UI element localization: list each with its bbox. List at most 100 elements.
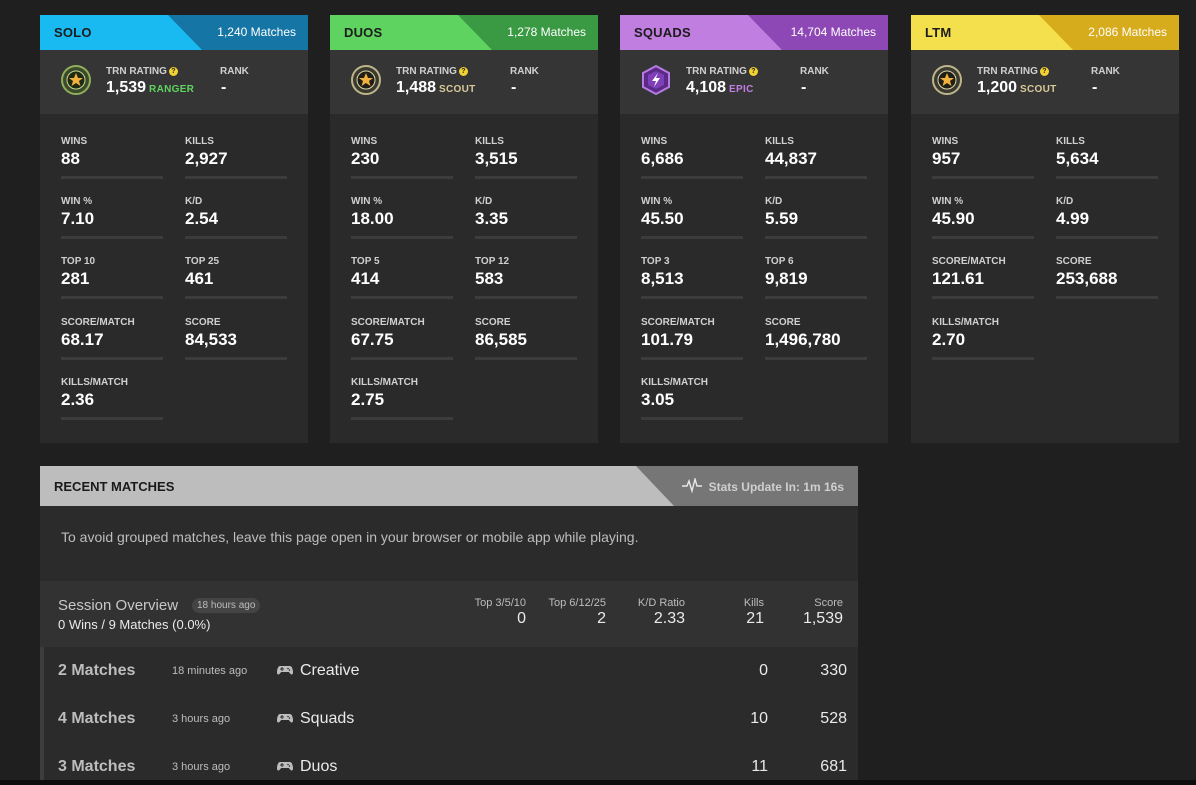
stat-score-match: SCORE/MATCH 67.75 — [351, 317, 453, 360]
stat-kills: KILLS 2,927 — [185, 136, 287, 179]
stat-value: 44,837 — [765, 149, 817, 168]
session-overview[interactable]: Session Overview 18 hours ago 0 Wins / 9… — [40, 581, 858, 647]
match-count: 2 Matches — [58, 662, 136, 679]
col-value: 1,539 — [802, 610, 843, 627]
session-col-kills: Kills 21 — [744, 597, 764, 628]
stat-top-a: TOP 3 8,513 — [641, 256, 743, 299]
session-summary: 0 Wins / 9 Matches (0.0%) — [58, 617, 211, 632]
stat-value: 1,496,780 — [765, 330, 841, 349]
match-row[interactable]: 3 Matches 3 hours ago Duos 11 681 — [40, 743, 858, 785]
stat-kills-match: KILLS/MATCH 2.70 — [932, 317, 1034, 360]
stat-label: K/D — [1056, 196, 1074, 207]
scout-badge-icon — [932, 65, 962, 95]
card-header: SQUADS 14,704 Matches — [620, 15, 888, 50]
rating-label: TRN RATING? — [686, 66, 758, 77]
stat-label: SCORE — [765, 317, 801, 328]
match-row[interactable]: 2 Matches 18 minutes ago Creative 0 330 — [40, 647, 858, 695]
gamepad-icon — [277, 762, 293, 771]
match-time: 3 hours ago — [172, 713, 231, 725]
scout-badge-icon — [351, 65, 381, 95]
session-title: Session Overview — [58, 597, 179, 614]
stat-label: WINS — [932, 136, 959, 147]
stat-label: WINS — [641, 136, 668, 147]
stat-value: 5.59 — [765, 209, 799, 228]
stat-label: K/D — [765, 196, 783, 207]
stat-label: TOP 3 — [641, 256, 670, 267]
stat-label: SCORE — [185, 317, 221, 328]
stat-label: K/D — [475, 196, 493, 207]
rating-value: 1,200 SCOUT — [977, 79, 1057, 96]
stat-label: SCORE — [1056, 256, 1092, 267]
stat-wins: WINS 6,686 — [641, 136, 743, 179]
bottom-edge — [0, 780, 1196, 785]
stat-kills: KILLS 44,837 — [765, 136, 867, 179]
stat-value: 2.75 — [351, 390, 385, 409]
stat-top-b: TOP 12 583 — [475, 256, 577, 299]
help-icon[interactable]: ? — [1039, 67, 1049, 76]
match-time: 3 hours ago — [172, 761, 231, 773]
col-value: 2.33 — [653, 610, 685, 627]
stat-label: SCORE/MATCH — [932, 256, 1006, 267]
stat-score-match: SCORE/MATCH 68.17 — [61, 317, 163, 360]
stat-value: 67.75 — [351, 330, 394, 349]
session-time-badge: 18 hours ago — [192, 598, 261, 613]
mode-title: LTM — [925, 25, 952, 40]
stat-label: WINS — [61, 136, 88, 147]
col-header: Top 3/5/10 — [474, 597, 526, 609]
match-count: 1,278 Matches — [458, 15, 598, 50]
match-count: 3 Matches — [58, 758, 136, 775]
col-value: 0 — [517, 610, 526, 627]
stat-wins: WINS 230 — [351, 136, 453, 179]
stat-value: 414 — [351, 269, 380, 288]
help-icon[interactable]: ? — [748, 67, 758, 76]
stat-value: 253,688 — [1056, 269, 1118, 288]
rank-value: - — [801, 79, 807, 96]
stat-label: SCORE/MATCH — [641, 317, 715, 328]
grouped-matches-notice: To avoid grouped matches, leave this pag… — [61, 529, 639, 545]
rating-row: TRN RATING? 1,200 SCOUT RANK - — [911, 50, 1179, 114]
stat-value: 68.17 — [61, 330, 104, 349]
rating-row: TRN RATING? 1,539 RANGER RANK - — [40, 50, 308, 114]
help-icon[interactable]: ? — [458, 67, 468, 76]
stat-win-pct: WIN % 45.90 — [932, 196, 1034, 239]
match-count: 4 Matches — [58, 710, 136, 727]
stat-label: KILLS — [185, 136, 214, 147]
match-mode: Creative — [300, 662, 360, 679]
stat-value: 4.99 — [1056, 209, 1090, 228]
match-row[interactable]: 4 Matches 3 hours ago Squads 10 528 — [40, 695, 858, 743]
stat-value: 3.05 — [641, 390, 675, 409]
stat-top-b: TOP 25 461 — [185, 256, 287, 299]
stat-label: KILLS/MATCH — [351, 377, 419, 388]
match-mode: Duos — [300, 758, 338, 775]
rank-label: RANK — [800, 66, 829, 77]
solo-card: SOLO 1,240 Matches TRN RATING? 1,539 RANG… — [40, 15, 308, 443]
rating-label: TRN RATING? — [396, 66, 468, 77]
stat-label: TOP 6 — [765, 256, 794, 267]
stat-label: K/D — [185, 196, 203, 207]
help-icon[interactable]: ? — [168, 67, 178, 76]
stat-value: 281 — [61, 269, 90, 288]
session-col-top-3-5-10: Top 3/5/10 0 — [475, 597, 526, 628]
stat-label: WIN % — [641, 196, 673, 207]
stat-label: WIN % — [61, 196, 93, 207]
squads-card: SQUADS 14,704 Matches TRN RATING? 4,108 E… — [620, 15, 888, 443]
tier-label: SCOUT — [439, 84, 476, 95]
match-kills: 10 — [750, 710, 768, 727]
stat-kills-match: KILLS/MATCH 2.36 — [61, 377, 163, 420]
stat-score-match: SCORE/MATCH 121.61 — [932, 256, 1034, 299]
card-header: LTM 2,086 Matches — [911, 15, 1179, 50]
stat-value: 2,927 — [185, 149, 228, 168]
match-kills: 11 — [751, 758, 768, 775]
match-mode: Squads — [300, 710, 355, 727]
col-header: K/D Ratio — [637, 597, 685, 609]
stat-value: 45.90 — [932, 209, 975, 228]
stat-top-a: TOP 5 414 — [351, 256, 453, 299]
card-header: SOLO 1,240 Matches — [40, 15, 308, 50]
rank-label: RANK — [1091, 66, 1120, 77]
match-count: 2,086 Matches — [1039, 15, 1179, 50]
stat-score: SCORE 86,585 — [475, 317, 577, 360]
stat-value: 18.00 — [351, 209, 394, 228]
stat-kills: KILLS 5,634 — [1056, 136, 1158, 179]
stat-value: 230 — [351, 149, 380, 168]
rank-label: RANK — [510, 66, 539, 77]
